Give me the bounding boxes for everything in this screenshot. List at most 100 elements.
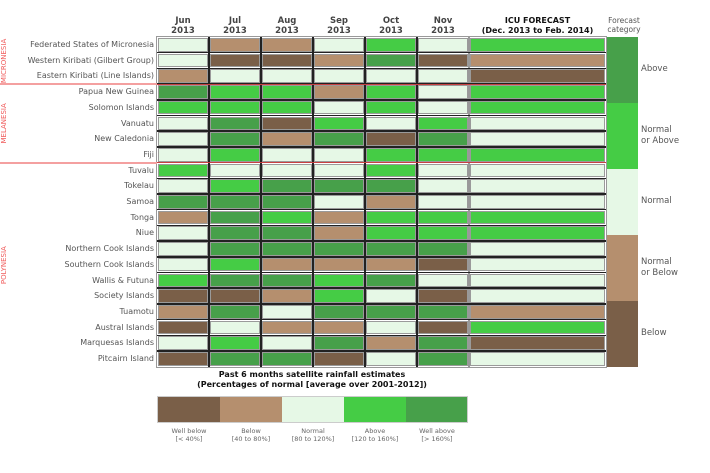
- legend-label: Below [40 to 80%]: [220, 427, 282, 443]
- forecast-category-swatch: [607, 300, 638, 367]
- rainfall-cell: [314, 69, 364, 84]
- month-header: Nov 2013: [417, 16, 469, 36]
- region-label: MELANESIA: [0, 103, 8, 144]
- forecast-category-label-line1: Below: [641, 328, 667, 339]
- rainfall-cell: [366, 53, 416, 68]
- legend-label-range: [> 160%]: [421, 435, 453, 443]
- forecast-category-swatch: [607, 37, 638, 103]
- rainfall-cell: [262, 132, 312, 146]
- legend-label-range: [80 to 120%]: [291, 435, 335, 443]
- rainfall-cell: [314, 53, 364, 68]
- forecast-cell: [470, 147, 605, 162]
- rainfall-cell: [210, 53, 260, 68]
- rainfall-cell: [158, 38, 208, 52]
- forecast-category-label: Below: [641, 328, 667, 339]
- region-separator: [0, 83, 157, 86]
- forecast-cell: [470, 116, 605, 131]
- rainfall-cell: [418, 116, 468, 131]
- rainfall-cell: [158, 289, 208, 303]
- rainfall-cell: [262, 38, 312, 52]
- rainfall-cell: [314, 226, 364, 241]
- forecast-cell: [470, 38, 605, 52]
- month-header: Jun 2013: [157, 16, 209, 36]
- legend-label: Above [120 to 160%]: [344, 427, 406, 443]
- forecast-category-label-line1: Above: [641, 64, 668, 75]
- rainfall-cell: [418, 210, 468, 225]
- rainfall-cell: [418, 273, 468, 288]
- month-header-month: Aug: [277, 16, 297, 26]
- country-label: New Caledonia: [94, 134, 154, 144]
- row-divider: [469, 303, 606, 305]
- rainfall-cell: [314, 85, 364, 99]
- month-header-year: 2013: [379, 26, 403, 36]
- row-divider: [469, 114, 606, 117]
- country-label: Wallis & Futuna: [92, 275, 154, 285]
- rainfall-cell: [158, 53, 208, 68]
- rainfall-cell: [418, 69, 468, 84]
- rainfall-cell: [418, 179, 468, 193]
- legend-subtitle: (Percentages of normal [average over 200…: [197, 380, 427, 389]
- country-label: Southern Cook Islands: [64, 259, 154, 269]
- rainfall-cell: [314, 289, 364, 303]
- rainfall-cell: [366, 132, 416, 146]
- rainfall-cell: [210, 85, 260, 99]
- forecast-category-label-line2: or Below: [641, 267, 678, 278]
- forecast-category-label: Normal: [641, 196, 672, 207]
- legend-label: Well below [< 40%]: [158, 427, 220, 443]
- rainfall-cell: [418, 320, 468, 335]
- row-divider: [469, 208, 606, 211]
- rainfall-cell: [366, 352, 416, 366]
- rainfall-cell: [262, 289, 312, 303]
- month-header-month: Nov: [433, 16, 453, 26]
- rainfall-cell: [262, 69, 312, 84]
- region-separator: [157, 83, 606, 85]
- rainfall-cell: [366, 273, 416, 288]
- legend-title: Past 6 months satellite rainfall estimat…: [218, 370, 406, 379]
- rainfall-cell: [158, 116, 208, 131]
- country-label: Fiji: [143, 149, 154, 159]
- rainfall-cell: [366, 210, 416, 225]
- forecast-cell: [470, 210, 605, 225]
- rainfall-cell: [210, 257, 260, 272]
- month-header: Aug 2013: [261, 16, 313, 36]
- column-divider: [208, 37, 210, 367]
- row-divider: [469, 67, 606, 70]
- rainfall-cell: [158, 304, 208, 319]
- rainfall-cell: [158, 210, 208, 225]
- rainfall-cell: [418, 304, 468, 319]
- forecast-category-label: Above: [641, 64, 668, 75]
- rainfall-cell: [314, 163, 364, 178]
- rainfall-cell: [158, 320, 208, 335]
- rainfall-cell: [158, 226, 208, 241]
- rainfall-cell: [314, 273, 364, 288]
- legend-label-range: [< 40%]: [175, 435, 203, 443]
- row-divider: [469, 350, 606, 352]
- rainfall-cell: [314, 320, 364, 335]
- rainfall-cell: [366, 85, 416, 99]
- rainfall-cell: [366, 163, 416, 178]
- rainfall-cell: [210, 352, 260, 366]
- rainfall-cell: [366, 179, 416, 193]
- rainfall-cell: [366, 289, 416, 303]
- forecast-cell: [470, 69, 605, 84]
- rainfall-cell: [210, 179, 260, 193]
- rainfall-cell: [366, 116, 416, 131]
- legend-swatch: [158, 397, 220, 423]
- rainfall-cell: [366, 320, 416, 335]
- rainfall-cell: [418, 85, 468, 99]
- country-label: Tuamotu: [119, 306, 154, 316]
- legend-label-range: [120 to 160%]: [351, 435, 399, 443]
- rainfall-cell: [210, 195, 260, 209]
- country-label: Niue: [135, 228, 154, 238]
- rainfall-cell: [418, 195, 468, 209]
- country-label: Eastern Kiribati (Line Islands): [36, 71, 154, 81]
- row-divider: [469, 177, 606, 180]
- column-divider: [416, 37, 418, 367]
- rainfall-cell: [418, 242, 468, 256]
- month-header-month: Jun: [175, 16, 191, 26]
- rainfall-cell: [210, 226, 260, 241]
- rainfall-cell: [158, 242, 208, 256]
- row-divider: [469, 334, 606, 337]
- legend-swatch: [282, 397, 344, 423]
- legend-swatch: [220, 397, 282, 423]
